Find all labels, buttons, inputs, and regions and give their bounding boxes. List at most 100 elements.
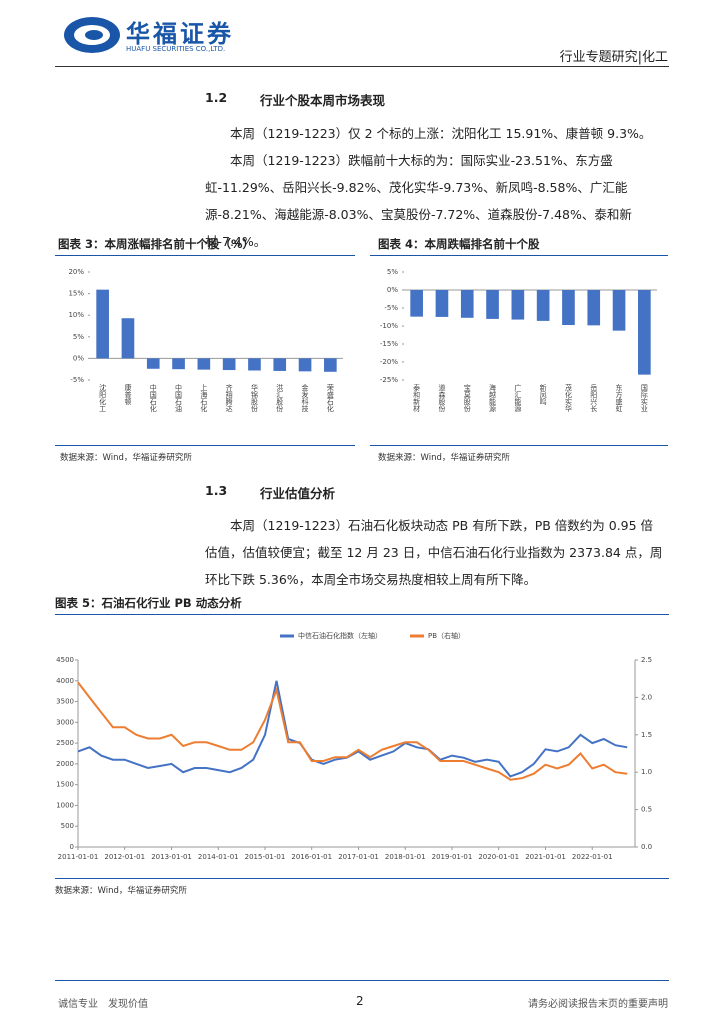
y2-tick-label: 1.0 bbox=[641, 768, 652, 776]
x-tick-label: 2022-01-01 bbox=[572, 853, 613, 861]
logo-icon bbox=[64, 17, 120, 53]
chart: 0 500 1000 1500 2000 2500 3000 3500 4000 4500 0.0 0… bbox=[56, 631, 652, 861]
y-tick-label: -15% bbox=[380, 340, 398, 348]
bar bbox=[460, 290, 474, 318]
y-tick-label: 3500 bbox=[56, 698, 74, 706]
bar bbox=[612, 290, 626, 331]
series-line bbox=[77, 681, 628, 781]
bar bbox=[222, 358, 236, 371]
section-title: 行业估值分析 bbox=[260, 486, 336, 501]
x-tick-label: 宝莫股份 bbox=[463, 383, 471, 413]
paragraph: 本周（1219-1223）仅 2 个标的上涨：沈阳化工 15.91%、康普顿 9… bbox=[230, 126, 652, 141]
x-tick-label: 新凤鸣 bbox=[539, 383, 547, 406]
x-tick-label: 2017-01-01 bbox=[338, 853, 379, 861]
y-tick-label: 2500 bbox=[56, 739, 74, 747]
rule bbox=[55, 445, 355, 446]
x-tick-label: 广汇能源 bbox=[514, 383, 522, 413]
x-tick-label: 泰和新材 bbox=[413, 383, 421, 412]
y-tick-label: 0 bbox=[70, 843, 74, 851]
bar bbox=[638, 290, 651, 375]
legend-label: PB（右轴） bbox=[428, 631, 465, 640]
y-tick-label: 4500 bbox=[56, 656, 74, 664]
x-tick-label: 中国石油 bbox=[175, 383, 183, 413]
y-tick-label: 4000 bbox=[56, 677, 74, 685]
y-tick-label: -5% bbox=[70, 376, 84, 384]
x-tick-label: 洪汇股份 bbox=[276, 383, 284, 413]
bar bbox=[273, 358, 287, 371]
header-section: 行业专题研究|化工 bbox=[559, 50, 668, 65]
x-tick-label: 岳阳兴长 bbox=[590, 384, 598, 413]
y-tick-label: 3000 bbox=[56, 718, 74, 726]
y2-tick-label: 2.5 bbox=[641, 656, 652, 664]
x-tick-label: 金发科技 bbox=[301, 383, 309, 413]
bar bbox=[511, 290, 525, 320]
y-tick-label: 5% bbox=[73, 333, 84, 341]
logo-text: 华福证券 bbox=[126, 20, 234, 48]
x-tick-label: 2011-01-01 bbox=[58, 853, 99, 861]
x-tick-label: 2019-01-01 bbox=[432, 853, 473, 861]
bar bbox=[410, 290, 423, 317]
y2-tick-label: 0.0 bbox=[641, 843, 652, 851]
bar bbox=[562, 290, 575, 326]
y-tick-label: -25% bbox=[380, 376, 398, 384]
bar bbox=[536, 290, 550, 321]
x-tick-label: 中国石化 bbox=[149, 383, 157, 413]
figure-title: 图表 3：本周涨幅排名前十个股（%） bbox=[58, 237, 255, 251]
x-tick-label: 东方盛虹 bbox=[615, 383, 623, 412]
x-tick-label: 茂化实华 bbox=[564, 383, 572, 413]
x-tick-label: 2021-01-01 bbox=[525, 853, 566, 861]
x-tick-label: 国际实业 bbox=[640, 384, 648, 412]
source: 数据来源：Wind，华福证券研究所 bbox=[378, 453, 510, 463]
y-tick-label: 1000 bbox=[56, 801, 74, 809]
x-tick-label: 荣盛石化 bbox=[326, 383, 334, 413]
x-tick-label: 2014-01-01 bbox=[198, 853, 239, 861]
chart: -25% -20% -15% -10% -5% 0% 5% 泰和新材 道森股份 宝莫股份 海越能源 广… bbox=[380, 268, 657, 413]
x-tick-label: 道森股份 bbox=[438, 383, 446, 413]
section-title: 行业个股本周市场表现 bbox=[260, 93, 386, 108]
y-tick-label: 2000 bbox=[56, 760, 74, 768]
footer-left: 诚信专业 发现价值 bbox=[58, 999, 148, 1010]
bar bbox=[96, 289, 109, 359]
y-tick-label: 10% bbox=[68, 311, 84, 319]
x-tick-label: 2015-01-01 bbox=[245, 853, 286, 861]
legend-label: 中信石油石化指数（左轴） bbox=[298, 631, 382, 640]
paragraph: 本周（1219-1223）跌幅前十大标的为：国际实业-23.51%、东方盛虹-1… bbox=[205, 153, 632, 249]
x-tick-label: 沈阳化工 bbox=[99, 383, 107, 412]
bar bbox=[121, 318, 135, 359]
bar bbox=[298, 358, 312, 372]
y-tick-label: 15% bbox=[68, 290, 84, 298]
section-num: 1.3 bbox=[205, 483, 228, 498]
x-tick-label: 齐翔腾达 bbox=[225, 383, 233, 413]
y-tick-label: 0% bbox=[387, 286, 398, 294]
source: 数据来源：Wind，华福证券研究所 bbox=[60, 453, 192, 463]
x-tick-label: 2018-01-01 bbox=[385, 853, 426, 861]
figure-title: 图表 4：本周跌幅排名前十个股 bbox=[378, 237, 540, 251]
x-tick-label: 华锦股份 bbox=[250, 383, 258, 413]
header-rule bbox=[55, 66, 669, 67]
footer-right: 请务必阅读报告末页的重要声明 bbox=[528, 999, 668, 1010]
bar bbox=[435, 290, 449, 317]
series-line bbox=[77, 680, 628, 778]
y2-tick-label: 1.5 bbox=[641, 731, 652, 739]
y-tick-label: -10% bbox=[380, 322, 398, 330]
bar bbox=[587, 290, 601, 326]
y-tick-label: 0% bbox=[73, 354, 84, 362]
x-tick-label: 海越能源 bbox=[489, 383, 497, 413]
y-tick-label: -20% bbox=[380, 358, 398, 366]
section-num: 1.2 bbox=[205, 90, 228, 105]
bar bbox=[248, 358, 261, 371]
y2-tick-label: 0.5 bbox=[641, 806, 652, 814]
x-tick-label: 上海石化 bbox=[200, 383, 208, 413]
logo-en: HUAFU SECURITIES CO.,LTD. bbox=[126, 45, 226, 53]
rule bbox=[370, 445, 668, 446]
rule bbox=[370, 255, 668, 256]
bar bbox=[486, 290, 499, 319]
bar bbox=[172, 358, 185, 370]
y2-tick-label: 2.0 bbox=[641, 693, 652, 701]
page-number: 2 bbox=[356, 994, 364, 1008]
x-tick-label: 康普顿 bbox=[124, 383, 132, 406]
bar bbox=[197, 358, 211, 370]
bar bbox=[324, 358, 337, 372]
rule bbox=[55, 614, 669, 615]
